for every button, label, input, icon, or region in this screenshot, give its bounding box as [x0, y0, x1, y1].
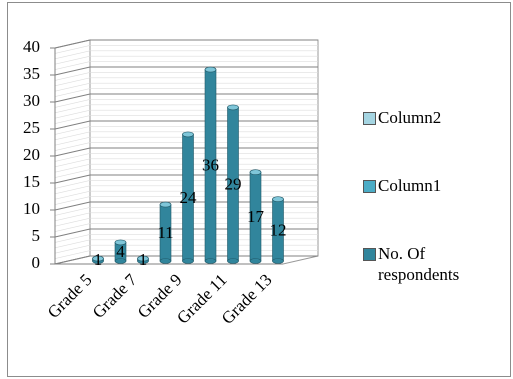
wall-hatch [54, 244, 318, 254]
data-label: 11 [157, 223, 173, 242]
legend-item: No. Of respondents [363, 243, 508, 285]
wall-hatch [54, 185, 318, 195]
bar-top [137, 255, 149, 262]
bar-top [204, 66, 217, 73]
data-label: 36 [202, 156, 219, 175]
grid-line [54, 201, 318, 211]
legend-item: Column1 [363, 175, 508, 196]
grid-line [54, 66, 318, 76]
wall-hatch [54, 207, 318, 216]
wall-hatch [54, 169, 318, 178]
y-tick-label: 0 [32, 253, 41, 272]
wall-hatch [54, 104, 318, 114]
grid-line [54, 228, 318, 238]
legend-label: No. Of respondents [378, 244, 460, 284]
y-tick-label: 35 [23, 64, 40, 83]
bar-top [227, 104, 239, 111]
data-label: 1 [139, 250, 148, 269]
wall-hatch [54, 45, 318, 54]
legend-swatch [363, 180, 376, 193]
bar-top [92, 255, 104, 262]
bar-base [272, 258, 284, 264]
x-tick-label: Grade 13 [218, 270, 276, 328]
bar-top [114, 239, 127, 246]
wall-hatch [54, 180, 318, 189]
y-tick-label: 40 [23, 37, 40, 56]
data-label: 4 [116, 242, 125, 261]
grid-line [54, 120, 318, 130]
data-label: 1 [94, 250, 103, 269]
bar-base [159, 258, 172, 264]
legend-item: Column2 [363, 107, 508, 128]
bar-base [227, 258, 239, 264]
grid-line [54, 174, 318, 184]
legend-swatch [363, 248, 376, 261]
bar-base [204, 258, 217, 264]
wall-hatch [54, 61, 318, 70]
wall-hatch [54, 196, 318, 205]
wall-hatch [54, 217, 318, 227]
wall-hatch [54, 99, 318, 108]
grid-line [54, 39, 318, 49]
data-label: 12 [270, 221, 287, 240]
wall-hatch [54, 55, 318, 65]
y-tick-label: 20 [23, 145, 40, 164]
wall-hatch [54, 158, 318, 168]
bar-top [272, 196, 284, 202]
bar-top [159, 201, 172, 208]
wall-hatch [54, 72, 318, 81]
y-tick-label: 15 [23, 172, 40, 191]
wall-hatch [54, 142, 318, 151]
grid-line [54, 147, 318, 157]
wall-hatch [54, 136, 318, 146]
wall-hatch [54, 50, 318, 60]
grid-line [54, 93, 318, 103]
bar-base [182, 258, 194, 264]
wall-hatch [54, 190, 318, 200]
legend-label: Column1 [378, 176, 442, 195]
wall-hatch [54, 153, 318, 162]
wall-hatch [54, 250, 318, 259]
data-label: 29 [225, 175, 242, 194]
y-tick-label: 5 [32, 226, 41, 245]
legend-label: Column2 [378, 108, 442, 127]
wall-hatch [54, 109, 318, 119]
data-label: 17 [247, 207, 265, 226]
wall-hatch [54, 234, 318, 243]
grid-line [54, 255, 318, 265]
wall-hatch [54, 88, 318, 97]
y-tick-label: 30 [23, 91, 40, 110]
wall-hatch [54, 239, 318, 249]
chart-border [7, 2, 511, 377]
bar-top [182, 131, 194, 138]
wall-hatch [54, 223, 318, 232]
legend-swatch [363, 112, 376, 125]
data-label: 24 [180, 188, 198, 207]
wall-hatch [54, 212, 318, 222]
x-tick-label: Grade 7 [89, 270, 141, 322]
y-tick-label: 25 [23, 118, 40, 137]
x-tick-label: Grade 5 [44, 270, 96, 322]
bar-base [114, 258, 127, 264]
wall-hatch [54, 163, 318, 173]
bar-top [249, 169, 262, 175]
wall-hatch [54, 131, 318, 141]
wall-hatch [54, 82, 318, 92]
bar-base [249, 258, 262, 264]
wall-hatch [54, 126, 318, 135]
y-tick-label: 10 [23, 199, 40, 218]
wall-hatch [54, 77, 318, 87]
wall-hatch [54, 115, 318, 124]
